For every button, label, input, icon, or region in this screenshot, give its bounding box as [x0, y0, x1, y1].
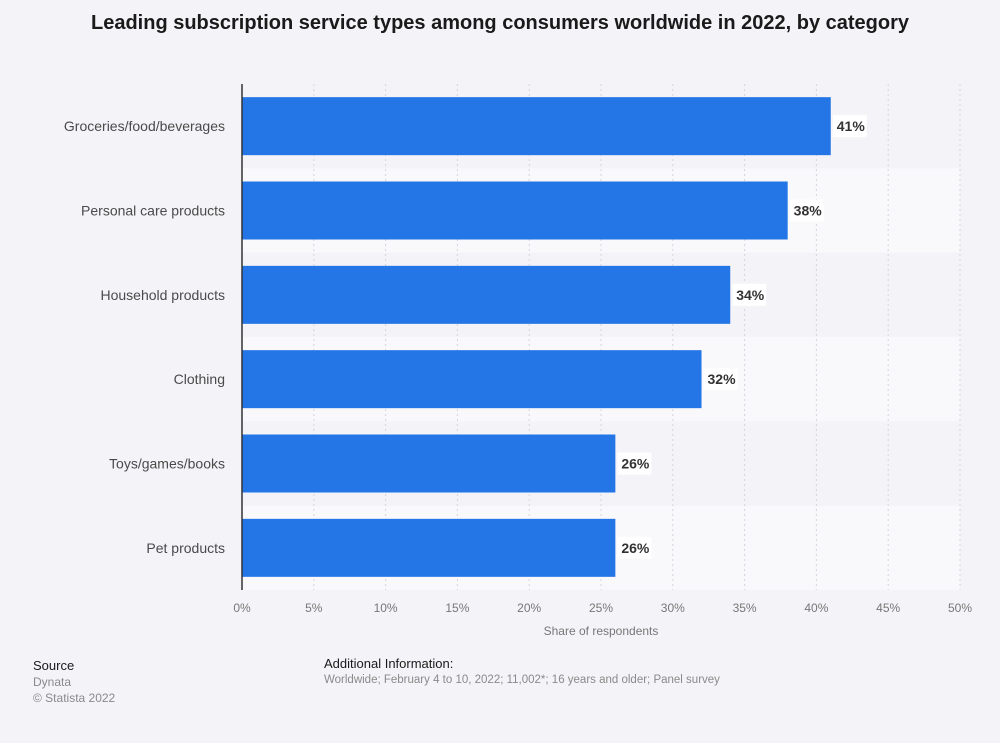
category-label: Toys/games/books [109, 456, 225, 472]
x-tick-labels: 0% 5% 10% 15% 20% 25% 30% 35% 40% 45% 50% [233, 601, 972, 615]
value-label: 32% [708, 371, 737, 387]
x-tick-label: 45% [876, 601, 900, 615]
bar [242, 97, 831, 156]
value-label-bg [789, 199, 824, 222]
value-label: 26% [621, 540, 650, 556]
value-label-bg [703, 368, 738, 391]
source-heading: Source [33, 658, 75, 673]
value-label: 38% [794, 203, 823, 219]
value-label-bg [732, 283, 767, 306]
x-tick-label: 50% [948, 601, 972, 615]
x-tick-label: 20% [517, 601, 541, 615]
category-label: Pet products [146, 540, 225, 556]
value-label: 34% [736, 287, 765, 303]
bar-chart: 41% 38% 34% 32% 26% 26% Groceries/food/bevera… [64, 84, 972, 638]
bar [242, 518, 616, 577]
additional-info-heading: Additional Information: [324, 656, 454, 671]
bar [242, 265, 731, 324]
grid-lines [313, 84, 961, 590]
chart-title: Leading subscription service types among… [90, 12, 910, 34]
value-label: 26% [621, 456, 650, 472]
x-axis-title: Share of respondents [544, 624, 659, 638]
x-tick-label: 30% [661, 601, 685, 615]
x-tick-label: 35% [733, 601, 757, 615]
bar [242, 181, 788, 240]
x-tick-label: 0% [233, 601, 251, 615]
category-label: Clothing [174, 371, 225, 387]
bars [242, 97, 831, 577]
source-copyright: © Statista 2022 [33, 691, 116, 705]
bar [242, 350, 702, 409]
x-tick-label: 5% [305, 601, 323, 615]
category-labels: Groceries/food/beverages Personal care pr… [64, 118, 225, 556]
additional-info-block: Additional Information: Worldwide; Febru… [324, 656, 720, 688]
value-label: 41% [837, 118, 866, 134]
value-label-bg [617, 536, 652, 559]
bar [242, 434, 616, 493]
category-label: Personal care products [81, 203, 225, 219]
source-block: Source Dynata © Statista 2022 [33, 658, 115, 706]
value-label-bg [617, 452, 652, 475]
x-tick-label: 15% [445, 601, 469, 615]
value-label-bg [832, 115, 867, 138]
category-label: Household products [100, 287, 225, 303]
value-labels: 41% 38% 34% 32% 26% 26% [617, 115, 867, 559]
category-label: Groceries/food/beverages [64, 118, 225, 134]
x-tick-label: 10% [374, 601, 398, 615]
source-name: Dynata [33, 675, 72, 689]
x-tick-label: 40% [804, 601, 828, 615]
x-tick-label: 25% [589, 601, 613, 615]
additional-info-text: Worldwide; February 4 to 10, 2022; 11,00… [324, 674, 720, 686]
